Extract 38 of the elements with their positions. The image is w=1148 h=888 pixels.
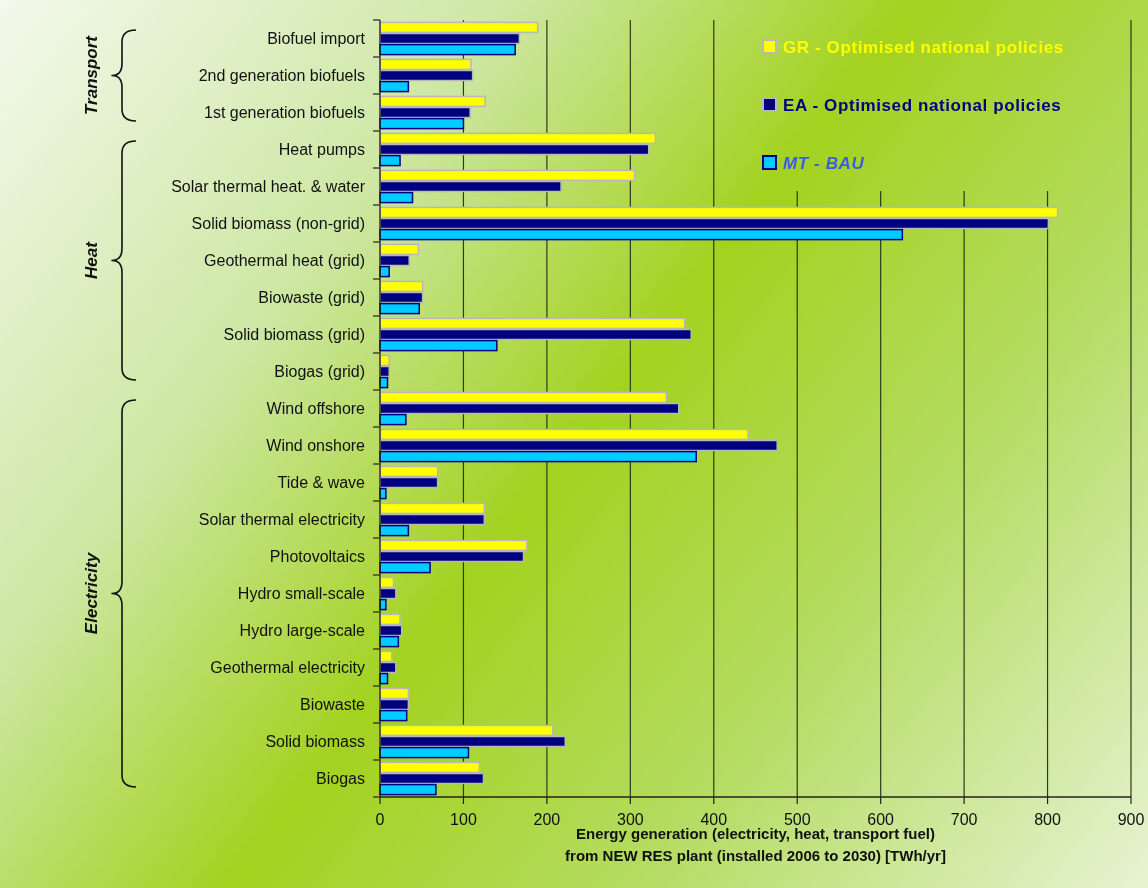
y-tick-label: 2nd generation biofuels xyxy=(198,67,365,85)
text: Heat xyxy=(82,240,101,279)
x-tick-label: 200 xyxy=(533,811,561,828)
y-tick-label: Solid biomass xyxy=(265,733,365,751)
y-tick-label: Wind onshore xyxy=(266,437,366,455)
legend-label: EA - Optimised national policies xyxy=(783,95,1062,115)
y-tick-label: Biowaste xyxy=(300,696,366,714)
y-tick-label: Solid biomass (non-grid) xyxy=(191,215,365,233)
x-axis-title: Energy generation (electricity, heat, transport fuel) from NEW RES plant (installed 2006 to 2030) [TWh/yr] xyxy=(565,825,946,864)
y-tick-label: Solar thermal heat. & water xyxy=(171,178,366,196)
y-tick-label: Geothermal heat (grid) xyxy=(204,252,365,270)
y-tick-label: Biofuel import xyxy=(267,30,366,48)
x-tick-label: 0 xyxy=(375,811,385,828)
y-tick-label: Hydro large-scale xyxy=(239,622,366,640)
x-tick-label: 800 xyxy=(1034,811,1061,828)
y-tick-label: Solid biomass (grid) xyxy=(223,326,365,344)
x-tick-label: 500 xyxy=(783,811,811,828)
y-tick-label: Tide & wave xyxy=(277,474,366,492)
text: Transport xyxy=(82,34,101,116)
y-tick-label: Wind offshore xyxy=(266,400,366,418)
x-tick-label: 100 xyxy=(450,811,477,828)
y-tick-label: Hydro small-scale xyxy=(237,585,366,603)
y-tick-label: Biogas xyxy=(316,770,365,788)
x-tick-label: 600 xyxy=(867,811,895,828)
y-tick-label: Geothermal electricity xyxy=(210,659,365,677)
x-tick-label: 400 xyxy=(700,811,728,828)
legend-label: MT - BAU xyxy=(783,153,865,173)
text: Electricity xyxy=(82,551,101,635)
x-tick-label: 700 xyxy=(950,811,978,828)
y-tick-label: Biogas (grid) xyxy=(274,363,365,381)
y-tick-label: Photovoltaics xyxy=(269,548,365,566)
x-tick-label: 900 xyxy=(1117,811,1145,828)
legend-label: GR - Optimised national policies xyxy=(783,37,1064,57)
x-tick-label: 300 xyxy=(616,811,644,828)
y-tick-label: Biowaste (grid) xyxy=(258,289,365,307)
y-tick-label: Heat pumps xyxy=(278,141,365,159)
y-tick-label: 1st generation biofuels xyxy=(204,104,365,122)
y-tick-label: Solar thermal electricity xyxy=(198,511,365,529)
